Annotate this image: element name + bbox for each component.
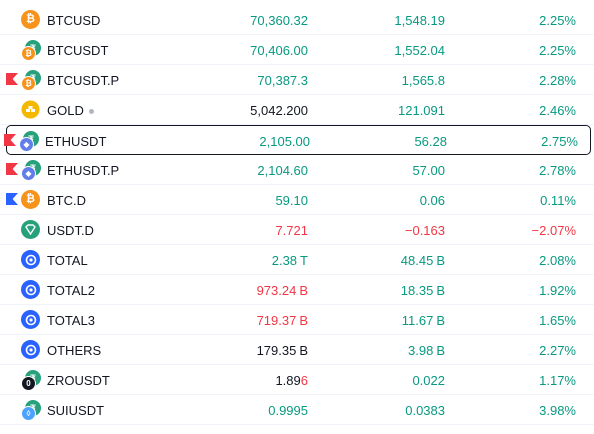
- watchlist-row-btcusdt[interactable]: ₮₿ BTCUSDT 70,406.00 1,552.04 2.25%: [0, 35, 594, 65]
- symbol-name: TOTAL3: [47, 313, 95, 328]
- watchlist-row-others[interactable]: OTHERS 179.35 B 3.98 B 2.27%: [0, 335, 594, 365]
- market-closed-dot-icon: [88, 109, 94, 115]
- total-market-cap-icon: [21, 310, 40, 329]
- watchlist: ₿ BTCUSD 70,360.32 1,548.19 2.25% ₮₿ BTC…: [0, 5, 594, 425]
- last-price: 973.24 B: [256, 283, 308, 298]
- eth-usdt-icon: ₮◆: [21, 160, 43, 181]
- last-price: 1.896: [275, 373, 308, 388]
- watchlist-row-usdt-d[interactable]: USDT.D 7.721 −0.163 −2.07%: [0, 215, 594, 245]
- watchlist-row-total[interactable]: TOTAL 2.38 T 48.45 B 2.08%: [0, 245, 594, 275]
- eth-usdt-icon: ₮◆: [19, 131, 41, 152]
- symbol-name: TOTAL: [47, 253, 88, 268]
- change-percent: 2.27%: [539, 343, 576, 358]
- watchlist-row-btc-d[interactable]: ₿ BTC.D 59.10 0.06 0.11%: [0, 185, 594, 215]
- last-price: 2,105.00: [259, 134, 310, 149]
- change-percent: 0.11%: [540, 193, 576, 208]
- change: 0.0383: [405, 403, 445, 418]
- change: 0.022: [412, 373, 445, 388]
- change-percent: 2.46%: [539, 103, 576, 118]
- total-market-cap-icon: [21, 250, 40, 269]
- change-percent: 2.78%: [539, 163, 576, 178]
- watchlist-row-ethusdt[interactable]: ₮◆ ETHUSDT 2,105.00 56.28 2.75%: [4, 125, 591, 155]
- change: 1,552.04: [394, 43, 445, 58]
- btc-usdt-icon: ₮₿: [21, 40, 43, 61]
- tether-icon: [21, 220, 40, 239]
- zro-usdt-icon: ₮0: [21, 370, 43, 391]
- last-price: 70,387.3: [257, 73, 308, 88]
- last-price: 719.37 B: [256, 313, 308, 328]
- sui-usdt-icon: ₮◊: [21, 400, 43, 421]
- symbol-name: SUIUSDT: [47, 403, 105, 418]
- last-price: 59.10: [275, 193, 308, 208]
- total-market-cap-icon: [21, 280, 40, 299]
- watchlist-row-total2[interactable]: TOTAL2 973.24 B 18.35 B 1.92%: [0, 275, 594, 305]
- symbol-name: USDT.D: [47, 223, 94, 238]
- watchlist-row-btcusdt-p[interactable]: ₮₿ BTCUSDT.P 70,387.3 1,565.8 2.28%: [0, 65, 594, 95]
- symbol-name: BTCUSDT.P: [47, 73, 120, 88]
- red-flag-icon[interactable]: [4, 134, 16, 146]
- change: 3.98 B: [408, 343, 445, 358]
- change: 48.45 B: [400, 253, 445, 268]
- last-price: 179.35 B: [256, 343, 308, 358]
- last-price: 0.9995: [268, 403, 308, 418]
- change: 121.091: [398, 103, 445, 118]
- symbol-name: ETHUSDT.P: [47, 163, 120, 178]
- change-percent: 1.65%: [539, 313, 576, 328]
- change-percent: −2.07%: [531, 223, 576, 238]
- symbol-name: BTCUSDT: [47, 43, 109, 58]
- change: 1,565.8: [401, 73, 445, 88]
- change: 57.00: [412, 163, 445, 178]
- change-percent: 2.75%: [541, 134, 578, 149]
- last-price: 7.721: [275, 223, 308, 238]
- symbol-name: ETHUSDT: [45, 134, 107, 149]
- watchlist-row-zrousdt[interactable]: ₮0 ZROUSDT 1.896 0.022 1.17%: [0, 365, 594, 395]
- red-flag-icon[interactable]: [6, 163, 18, 175]
- last-price: 2,104.60: [257, 163, 308, 178]
- watchlist-row-total3[interactable]: TOTAL3 719.37 B 11.67 B 1.65%: [0, 305, 594, 335]
- change: −0.163: [404, 223, 445, 238]
- gold-icon: [21, 100, 40, 119]
- change: 1,548.19: [394, 13, 445, 28]
- change-percent: 2.28%: [539, 73, 576, 88]
- watchlist-row-gold[interactable]: GOLD 5,042.200 121.091 2.46%: [0, 95, 594, 125]
- red-flag-icon[interactable]: [6, 73, 18, 85]
- symbol-name: TOTAL2: [47, 283, 95, 298]
- watchlist-row-suiusdt[interactable]: ₮◊ SUIUSDT 0.9995 0.0383 3.98%: [0, 395, 594, 425]
- symbol-name: BTC.D: [47, 193, 86, 208]
- change-percent: 1.17%: [539, 373, 576, 388]
- total-market-cap-icon: [21, 340, 40, 359]
- change: 11.67 B: [401, 313, 445, 328]
- symbol-name: BTCUSD: [47, 13, 101, 28]
- change-percent: 1.92%: [539, 283, 576, 298]
- change-percent: 2.25%: [539, 43, 576, 58]
- btc-usdt-icon: ₮₿: [21, 70, 43, 91]
- change: 0.06: [419, 193, 445, 208]
- last-price: 2.38 T: [271, 253, 308, 268]
- last-price: 70,360.32: [250, 13, 308, 28]
- change-percent: 3.98%: [539, 403, 576, 418]
- change-percent: 2.25%: [539, 13, 576, 28]
- symbol-name: GOLD: [47, 103, 94, 118]
- change: 18.35 B: [400, 283, 445, 298]
- bitcoin-icon: ₿: [21, 10, 40, 29]
- symbol-name: OTHERS: [47, 343, 102, 358]
- symbol-name: ZROUSDT: [47, 373, 110, 388]
- watchlist-row-ethusdt-p[interactable]: ₮◆ ETHUSDT.P 2,104.60 57.00 2.78%: [0, 155, 594, 185]
- bitcoin-icon: ₿: [21, 190, 40, 209]
- change: 56.28: [414, 134, 447, 149]
- last-price: 5,042.200: [250, 103, 308, 118]
- blue-flag-icon[interactable]: [6, 193, 18, 205]
- watchlist-row-btcusd[interactable]: ₿ BTCUSD 70,360.32 1,548.19 2.25%: [0, 5, 594, 35]
- last-price: 70,406.00: [250, 43, 308, 58]
- change-percent: 2.08%: [539, 253, 576, 268]
